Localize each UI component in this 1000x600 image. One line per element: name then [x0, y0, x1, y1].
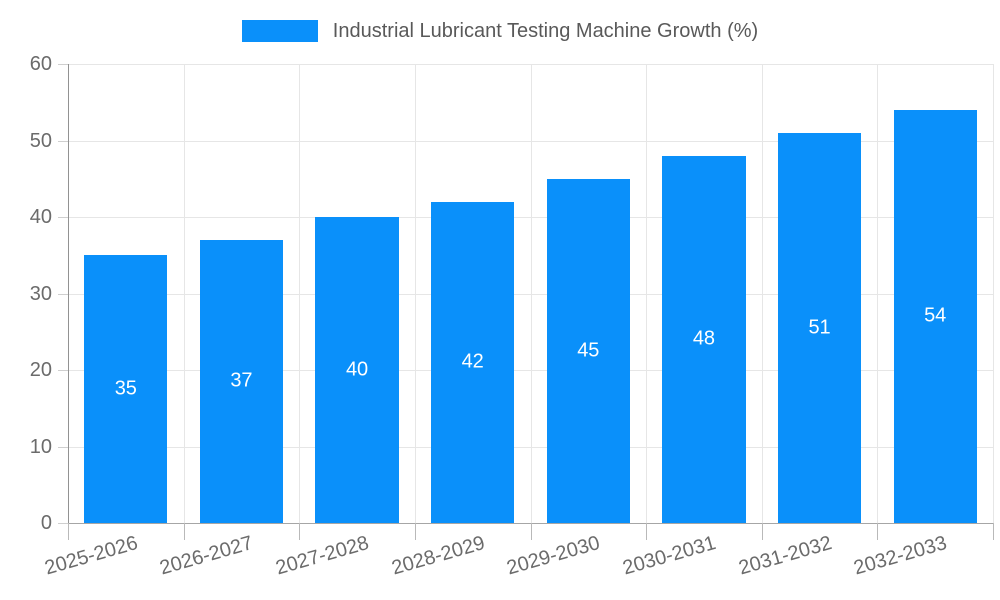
x-gridline — [993, 64, 994, 523]
y-tick-label: 50 — [29, 129, 52, 152]
y-tick-label: 40 — [29, 206, 52, 228]
bar-value-label: 45 — [577, 339, 600, 362]
bar-value-label: 35 — [114, 377, 137, 400]
bar-value-label: 48 — [692, 327, 716, 350]
x-tick-mark — [299, 523, 301, 540]
x-tick-label: 2032-2033 — [851, 531, 950, 580]
y-axis-line — [68, 64, 69, 523]
plot-area: 35 37 40 42 45 48 51 54 — [68, 64, 994, 524]
x-tick-mark — [646, 523, 648, 540]
x-gridline — [646, 64, 648, 523]
x-gridline — [414, 64, 416, 523]
x-tick-label: 2031-2032 — [735, 531, 834, 580]
bar-value-label: 42 — [461, 350, 484, 373]
y-tick-label: 20 — [29, 359, 52, 381]
y-tick-label: 30 — [29, 282, 52, 305]
y-tick-mark — [58, 446, 68, 448]
x-tick-mark — [761, 523, 763, 540]
x-tick-mark — [414, 523, 416, 540]
x-gridline — [183, 64, 185, 523]
bar — [315, 217, 399, 523]
bar-value-label: 51 — [808, 316, 831, 339]
x-tick-label: 2026-2027 — [157, 531, 256, 580]
bar — [893, 109, 977, 523]
bar — [199, 239, 284, 523]
x-tick-label: 2027-2028 — [273, 531, 372, 580]
bar-value-label: 40 — [345, 358, 369, 381]
bar — [84, 255, 168, 523]
bar — [431, 201, 515, 523]
x-tick-label: 2025-2026 — [42, 531, 141, 580]
y-tick-label: 10 — [29, 435, 52, 458]
x-tick-label: 2028-2029 — [389, 531, 488, 580]
x-tick-mark — [993, 523, 994, 540]
y-tick-mark — [58, 523, 68, 524]
y-tick-label: 60 — [29, 53, 52, 75]
y-tick-label: 0 — [40, 512, 52, 534]
bar — [662, 155, 746, 523]
y-tick-mark — [58, 140, 68, 142]
x-gridline — [299, 64, 301, 523]
legend-label: Industrial Lubricant Testing Machine Gro… — [332, 20, 759, 42]
x-gridline — [761, 64, 763, 523]
y-tick-mark — [58, 293, 68, 295]
bar — [777, 132, 862, 523]
x-tick-label: 2030-2031 — [620, 531, 719, 580]
y-tick-mark — [58, 64, 68, 65]
legend-swatch — [241, 20, 318, 42]
x-tick-mark — [68, 523, 69, 540]
legend[interactable]: Industrial Lubricant Testing Machine Gro… — [0, 18, 1000, 44]
bar-value-label: 54 — [924, 304, 947, 327]
bar — [546, 178, 630, 523]
x-tick-mark — [530, 523, 532, 540]
x-tick-mark — [183, 523, 185, 540]
x-gridline — [877, 64, 879, 523]
y-tick-mark — [58, 217, 68, 218]
y-tick-mark — [58, 370, 68, 371]
x-tick-mark — [877, 523, 879, 540]
x-tick-label: 2029-2030 — [504, 531, 603, 580]
x-gridline — [530, 64, 532, 523]
bar-value-label: 37 — [230, 369, 253, 392]
